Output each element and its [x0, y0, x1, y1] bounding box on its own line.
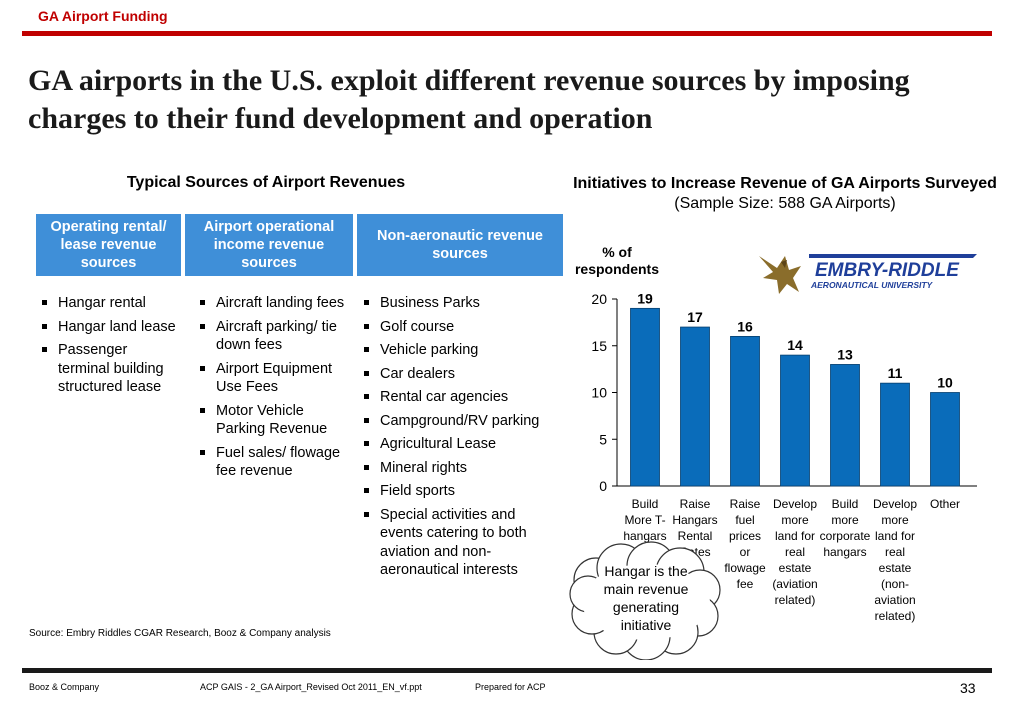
revenue-source-item: Business Parks: [361, 294, 561, 313]
y-tick-label: 15: [591, 338, 607, 354]
revenue-source-item: Golf course: [361, 318, 561, 337]
revenue-source-item: Car dealers: [361, 365, 561, 384]
y-axis-label-line: % of: [602, 244, 632, 260]
callout-cloud: Hangar is the main revenue generating initi…: [569, 541, 721, 660]
logo-subtitle: AERONAUTICAL UNIVERSITY: [810, 280, 934, 290]
bar-value-label: 13: [837, 346, 853, 362]
x-tick-label: Develop more land for real estate (non-aviati…: [873, 497, 917, 623]
revenue-list-non-aeronautic: Business Parks Golf course Vehicle parking…: [361, 294, 561, 585]
bar: [630, 307, 660, 487]
x-tick-label: Develop more land for real estate (aviation re…: [772, 497, 817, 607]
revenue-source-item: Motor Vehicle Parking Revenue: [197, 402, 347, 439]
revenue-source-item: Aircraft landing fees: [197, 294, 347, 313]
revenue-source-item: Mineral rights: [361, 459, 561, 478]
x-tick-label: Build more corporate hangars: [820, 497, 871, 559]
bar: [780, 354, 810, 487]
revenue-source-item: Aircraft parking/ tie down fees: [197, 318, 347, 355]
revenue-source-item: Airport Equipment Use Fees: [197, 360, 347, 397]
y-tick-label: 0: [599, 478, 607, 494]
bar: [880, 382, 910, 487]
footer-prepared: Prepared for ACP: [475, 682, 546, 692]
chart-subtitle: (Sample Size: 588 GA Airports): [674, 195, 896, 212]
revenue-source-item: Rental car agencies: [361, 388, 561, 407]
y-axis-label-line: respondents: [575, 261, 659, 277]
column-header-non-aeronautic: Non-aeronautic revenue sources: [357, 214, 563, 276]
y-tick-label: 20: [591, 291, 607, 307]
x-tick-label: Build More T-hangars: [623, 497, 666, 543]
revenue-source-item: Hangar land lease: [39, 318, 179, 337]
bar-value-label: 16: [737, 318, 753, 334]
top-rule: [22, 31, 992, 36]
revenue-source-item: Agricultural Lease: [361, 435, 561, 454]
bar-value-label: 10: [937, 375, 953, 391]
bar: [730, 335, 760, 487]
left-panel-heading: Typical Sources of Airport Revenues: [126, 174, 406, 191]
x-tick-label: Raise Hangars Rental Rates: [672, 497, 717, 559]
revenue-source-item: Special activities and events catering t…: [361, 506, 561, 580]
revenue-list-operating-rental: Hangar rental Hangar land lease Passenger …: [39, 294, 179, 402]
page-title: GA airports in the U.S. exploit differen…: [28, 64, 910, 135]
revenue-source-item: Vehicle parking: [361, 341, 561, 360]
column-header-operating-rental: Operating rental/ lease revenue sources: [36, 214, 181, 276]
revenue-source-item: Field sports: [361, 482, 561, 501]
chart-title: Initiatives to Increase Revenue of GA Ai…: [573, 175, 997, 192]
x-tick-label: Raise fuel prices or flowage fee: [724, 497, 766, 591]
revenue-source-item: Fuel sales/ flowage fee revenue: [197, 444, 347, 481]
bar: [680, 326, 710, 487]
revenue-source-item: Campground/RV parking: [361, 412, 561, 431]
bar-value-label: 19: [637, 290, 653, 306]
section-label: GA Airport Funding: [38, 8, 168, 24]
bar-value-label: 11: [888, 365, 903, 381]
bar: [930, 392, 960, 487]
source-note: Source: Embry Riddles CGAR Research, Boo…: [29, 628, 331, 639]
footer-file: ACP GAIS - 2_GA Airport_Revised Oct 2011…: [200, 682, 422, 692]
revenue-source-item: Hangar rental: [39, 294, 179, 313]
revenue-list-operational-income: Aircraft landing fees Aircraft parking/ t…: [197, 294, 347, 486]
column-header-operational-income: Airport operational income revenue sourc…: [185, 214, 353, 276]
footer-company: Booz & Company: [29, 682, 100, 692]
bar-value-label: 14: [787, 337, 803, 353]
embry-riddle-logo: EMBRY-RIDDLE AERONAUTICAL UNIVERSITY: [755, 248, 985, 298]
eagle-icon: [759, 256, 801, 294]
x-tick-label: Other: [930, 497, 960, 511]
bar-value-label: 17: [687, 309, 703, 325]
bar: [830, 364, 860, 487]
page-number: 33: [960, 680, 976, 696]
revenue-source-item: Passenger terminal building structured l…: [39, 341, 179, 397]
y-tick-label: 5: [599, 431, 607, 447]
logo-name: EMBRY-RIDDLE: [815, 260, 960, 281]
right-panel-heading: Initiatives to Increase Revenue of GA Ai…: [565, 174, 1005, 214]
bottom-rule: [22, 668, 992, 673]
callout-text: Hangar is the main revenue generating initi…: [604, 563, 689, 633]
y-tick-label: 10: [591, 385, 607, 401]
